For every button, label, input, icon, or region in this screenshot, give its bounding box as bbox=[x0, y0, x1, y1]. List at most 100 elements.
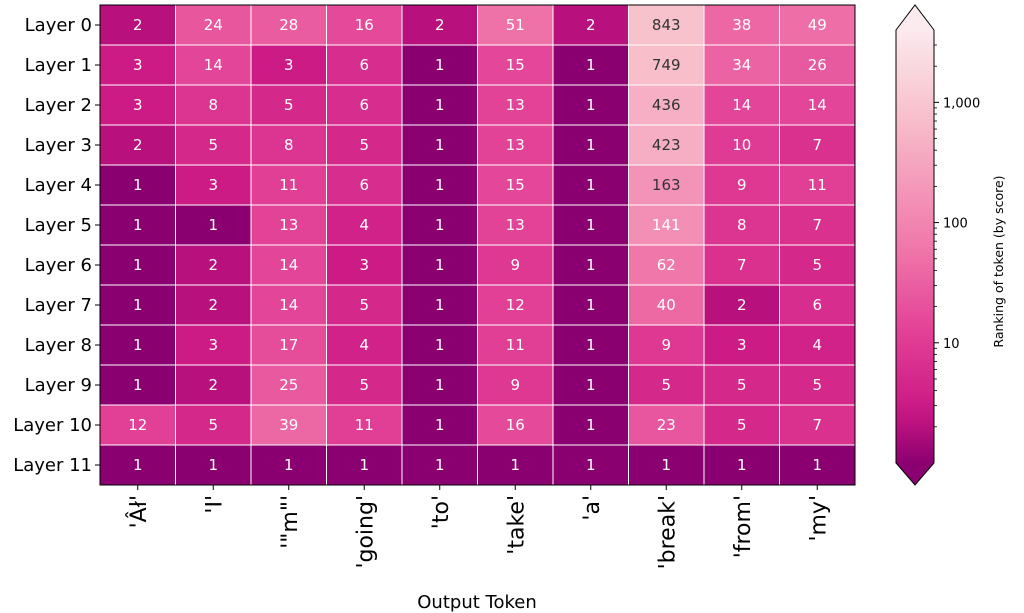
cell-value-label: 9 bbox=[510, 376, 520, 394]
cell-value-label: 3 bbox=[284, 56, 294, 74]
cell-value-label: 14 bbox=[732, 96, 751, 114]
cell-value-label: 3 bbox=[208, 336, 218, 354]
cell-value-label: 1 bbox=[208, 456, 218, 474]
cell-value-label: 1 bbox=[586, 216, 596, 234]
heatmap-cell bbox=[401, 364, 478, 406]
heatmap-cell bbox=[628, 244, 705, 286]
cell-value-label: 1 bbox=[661, 456, 671, 474]
cell-value-label: 2 bbox=[435, 16, 445, 34]
cell-value-label: 16 bbox=[355, 16, 374, 34]
cell-value-label: 1 bbox=[133, 256, 143, 274]
heatmap-cell bbox=[552, 284, 629, 326]
cell-value-label: 39 bbox=[279, 416, 298, 434]
heatmap-cell bbox=[326, 244, 403, 286]
heatmap-cell bbox=[401, 84, 478, 126]
cell-value-label: 7 bbox=[737, 256, 747, 274]
cell-value-label: 1 bbox=[435, 416, 445, 434]
colorbar-extend-min bbox=[896, 463, 934, 485]
cell-value-label: 843 bbox=[652, 16, 681, 34]
cell-value-label: 23 bbox=[657, 416, 676, 434]
heatmap-cell bbox=[401, 444, 478, 486]
heatmap-cell bbox=[779, 124, 856, 166]
heatmap-cell bbox=[703, 284, 780, 326]
heatmap-cell bbox=[703, 244, 780, 286]
cell-value-label: 1 bbox=[586, 456, 596, 474]
heatmap-cell bbox=[628, 284, 705, 326]
cell-value-label: 24 bbox=[204, 16, 223, 34]
heatmap-cell bbox=[477, 444, 554, 486]
cell-value-label: 749 bbox=[652, 56, 681, 74]
cell-value-label: 5 bbox=[661, 376, 671, 394]
x-tick-label: 'take' bbox=[504, 495, 529, 555]
cell-value-label: 1 bbox=[133, 216, 143, 234]
heatmap-cell bbox=[628, 164, 705, 206]
heatmap-cell bbox=[99, 84, 176, 126]
cell-value-label: 1 bbox=[435, 56, 445, 74]
cell-value-label: 4 bbox=[359, 216, 369, 234]
colorbar-tick-label: 100 bbox=[943, 217, 968, 232]
cell-value-label: 5 bbox=[737, 376, 747, 394]
cell-value-label: 14 bbox=[279, 296, 298, 314]
cell-value-label: 6 bbox=[359, 96, 369, 114]
cell-value-label: 1 bbox=[435, 96, 445, 114]
x-axis-title: Output Token bbox=[417, 592, 536, 613]
heatmap-cell bbox=[703, 204, 780, 246]
cell-value-label: 1 bbox=[586, 416, 596, 434]
y-tick-label: Layer 7 bbox=[25, 295, 92, 316]
cell-value-label: 2 bbox=[133, 16, 143, 34]
heatmap-cell bbox=[401, 164, 478, 206]
heatmap-cell bbox=[703, 164, 780, 206]
heatmap-cell bbox=[779, 364, 856, 406]
cell-value-label: 3 bbox=[133, 56, 143, 74]
colorbar-tick-label: 10 bbox=[943, 337, 960, 352]
heatmap-cell bbox=[477, 4, 554, 46]
cell-value-label: 1 bbox=[586, 296, 596, 314]
cell-value-label: 14 bbox=[204, 56, 223, 74]
cell-value-label: 5 bbox=[284, 96, 294, 114]
cell-value-label: 1 bbox=[510, 456, 520, 474]
cell-value-label: 5 bbox=[359, 136, 369, 154]
heatmap-cell bbox=[175, 84, 252, 126]
heatmap-cell bbox=[703, 364, 780, 406]
cell-value-label: 1 bbox=[435, 456, 445, 474]
heatmap-cell bbox=[552, 324, 629, 366]
heatmap-cell bbox=[477, 244, 554, 286]
heatmap-cell bbox=[250, 84, 327, 126]
cell-value-label: 1 bbox=[284, 456, 294, 474]
heatmap-cell bbox=[401, 324, 478, 366]
heatmap-cell bbox=[779, 404, 856, 446]
y-tick-label: Layer 5 bbox=[25, 215, 92, 236]
cell-value-label: 1 bbox=[435, 336, 445, 354]
colorbar: 10 100 1,000 Ranking of token (by score) bbox=[895, 4, 1006, 486]
heatmap-cell bbox=[175, 4, 252, 46]
cell-value-label: 1 bbox=[586, 256, 596, 274]
cell-value-label: 1 bbox=[133, 296, 143, 314]
cell-value-label: 11 bbox=[808, 176, 827, 194]
heatmap-cell bbox=[175, 324, 252, 366]
cell-value-label: 11 bbox=[279, 176, 298, 194]
heatmap-cell bbox=[477, 44, 554, 86]
y-axis-ticks: Layer 0 Layer 1 Layer 2 Layer 3 Layer 4 Layer… bbox=[13, 15, 100, 476]
heatmap-cell bbox=[779, 244, 856, 286]
colorbar-tick-label: 1,000 bbox=[943, 96, 980, 111]
cell-value-label: 9 bbox=[661, 336, 671, 354]
heatmap-cell bbox=[326, 204, 403, 246]
heatmap-cell bbox=[703, 44, 780, 86]
cell-value-label: 5 bbox=[208, 136, 218, 154]
heatmap-cell bbox=[326, 324, 403, 366]
cell-value-label: 3 bbox=[133, 96, 143, 114]
heatmap-cell bbox=[250, 444, 327, 486]
cell-value-label: 8 bbox=[737, 216, 747, 234]
cell-value-label: 12 bbox=[128, 416, 147, 434]
heatmap-cell bbox=[401, 284, 478, 326]
cell-value-label: 8 bbox=[284, 136, 294, 154]
heatmap-cell bbox=[552, 124, 629, 166]
cell-value-label: 5 bbox=[359, 296, 369, 314]
cell-value-label: 1 bbox=[586, 336, 596, 354]
y-tick-label: Layer 8 bbox=[25, 335, 92, 356]
x-tick-label: 'to' bbox=[429, 495, 454, 529]
heatmap-cell bbox=[779, 164, 856, 206]
heatmap-cell bbox=[99, 124, 176, 166]
cell-value-label: 7 bbox=[812, 136, 822, 154]
x-tick-label: 'I' bbox=[202, 495, 227, 514]
